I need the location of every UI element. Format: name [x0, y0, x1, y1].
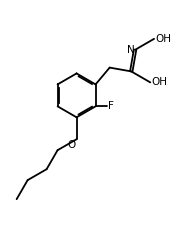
Text: O: O [68, 140, 76, 150]
Text: OH: OH [155, 34, 171, 44]
Text: N: N [127, 45, 135, 55]
Text: OH: OH [152, 77, 168, 87]
Text: F: F [107, 101, 113, 111]
